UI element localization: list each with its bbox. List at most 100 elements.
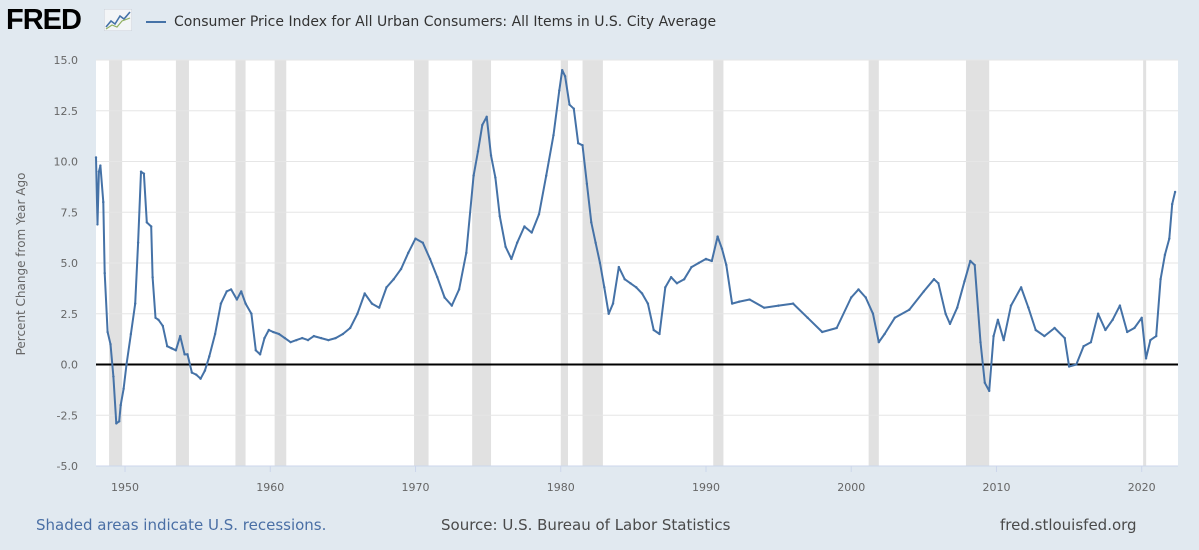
data-point[interactable]: [523, 225, 526, 228]
data-point[interactable]: [777, 304, 780, 307]
data-point[interactable]: [498, 215, 501, 218]
data-point[interactable]: [806, 316, 809, 320]
data-point[interactable]: [450, 304, 454, 307]
data-point[interactable]: [561, 68, 564, 72]
data-point[interactable]: [652, 328, 655, 332]
data-point[interactable]: [1104, 328, 1107, 332]
data-point[interactable]: [664, 286, 667, 289]
data-point[interactable]: [1034, 328, 1037, 332]
data-point[interactable]: [1163, 253, 1167, 257]
data-point[interactable]: [948, 322, 952, 326]
data-point[interactable]: [1118, 304, 1122, 307]
data-point[interactable]: [1019, 286, 1023, 289]
data-point[interactable]: [603, 286, 606, 289]
data-point[interactable]: [165, 345, 169, 348]
data-point[interactable]: [675, 282, 679, 285]
data-point[interactable]: [820, 330, 824, 334]
data-point[interactable]: [235, 298, 239, 301]
data-point[interactable]: [1155, 334, 1158, 338]
data-point[interactable]: [1089, 340, 1093, 344]
data-point[interactable]: [119, 403, 122, 407]
data-point[interactable]: [1002, 338, 1005, 342]
data-point[interactable]: [635, 286, 638, 289]
data-point[interactable]: [277, 332, 281, 336]
data-point[interactable]: [1125, 330, 1129, 334]
data-point[interactable]: [203, 369, 207, 372]
data-point[interactable]: [585, 182, 589, 186]
data-point[interactable]: [545, 174, 548, 177]
data-point[interactable]: [738, 300, 741, 303]
data-point[interactable]: [327, 338, 330, 342]
data-point[interactable]: [151, 276, 154, 279]
data-point[interactable]: [263, 336, 266, 340]
data-point[interactable]: [1170, 202, 1174, 206]
data-point[interactable]: [1159, 278, 1162, 281]
data-point[interactable]: [258, 353, 262, 356]
data-point[interactable]: [109, 343, 112, 346]
data-point[interactable]: [271, 330, 275, 334]
data-point[interactable]: [515, 241, 519, 244]
data-point[interactable]: [186, 353, 189, 356]
data-point[interactable]: [225, 290, 228, 293]
data-point[interactable]: [1067, 365, 1071, 368]
data-point[interactable]: [720, 247, 724, 250]
data-point[interactable]: [136, 241, 140, 244]
data-point[interactable]: [319, 336, 323, 340]
data-point[interactable]: [1133, 326, 1136, 330]
data-point[interactable]: [1075, 363, 1078, 366]
data-point[interactable]: [385, 286, 388, 289]
data-point[interactable]: [414, 237, 417, 240]
data-point[interactable]: [963, 280, 966, 283]
data-point[interactable]: [267, 328, 271, 332]
site-link[interactable]: fred.stlouisfed.org: [1000, 516, 1137, 534]
data-point[interactable]: [476, 150, 480, 153]
data-point[interactable]: [864, 296, 867, 299]
data-point[interactable]: [568, 103, 571, 106]
data-point[interactable]: [97, 170, 101, 173]
data-point[interactable]: [877, 340, 881, 344]
data-point[interactable]: [932, 278, 936, 281]
data-point[interactable]: [244, 302, 247, 305]
data-point[interactable]: [145, 221, 149, 224]
chart-legend[interactable]: Consumer Price Index for All Urban Consu…: [146, 12, 716, 32]
data-point[interactable]: [472, 174, 475, 177]
data-point[interactable]: [457, 288, 461, 291]
data-point[interactable]: [254, 349, 257, 352]
data-point[interactable]: [1173, 190, 1177, 194]
data-point[interactable]: [1096, 312, 1100, 315]
data-point[interactable]: [142, 172, 146, 175]
data-point[interactable]: [103, 271, 106, 275]
data-point[interactable]: [250, 312, 253, 315]
data-point[interactable]: [195, 373, 198, 376]
data-point[interactable]: [174, 349, 178, 352]
data-point[interactable]: [481, 123, 484, 127]
data-point[interactable]: [996, 318, 1000, 322]
data-point[interactable]: [102, 200, 105, 204]
data-point[interactable]: [301, 336, 304, 340]
data-point[interactable]: [139, 170, 143, 173]
data-point[interactable]: [1144, 357, 1148, 360]
data-point[interactable]: [392, 278, 395, 281]
data-point[interactable]: [762, 306, 766, 309]
data-point[interactable]: [590, 221, 593, 224]
data-point[interactable]: [510, 257, 513, 261]
fred-logo[interactable]: FRED: [6, 4, 82, 36]
data-point[interactable]: [572, 107, 576, 110]
data-point[interactable]: [183, 353, 186, 356]
data-point[interactable]: [697, 261, 700, 265]
data-point[interactable]: [669, 276, 673, 279]
data-point[interactable]: [558, 89, 561, 92]
data-point[interactable]: [125, 363, 128, 366]
data-point[interactable]: [399, 267, 403, 271]
data-point[interactable]: [1149, 338, 1152, 342]
data-point[interactable]: [725, 263, 728, 267]
data-point[interactable]: [623, 278, 626, 281]
data-point[interactable]: [710, 259, 713, 263]
data-point[interactable]: [704, 257, 708, 261]
data-point[interactable]: [537, 213, 541, 216]
data-point[interactable]: [356, 312, 359, 315]
data-point[interactable]: [295, 338, 298, 342]
data-point[interactable]: [229, 288, 233, 291]
data-point[interactable]: [611, 302, 615, 305]
data-point[interactable]: [857, 288, 860, 291]
